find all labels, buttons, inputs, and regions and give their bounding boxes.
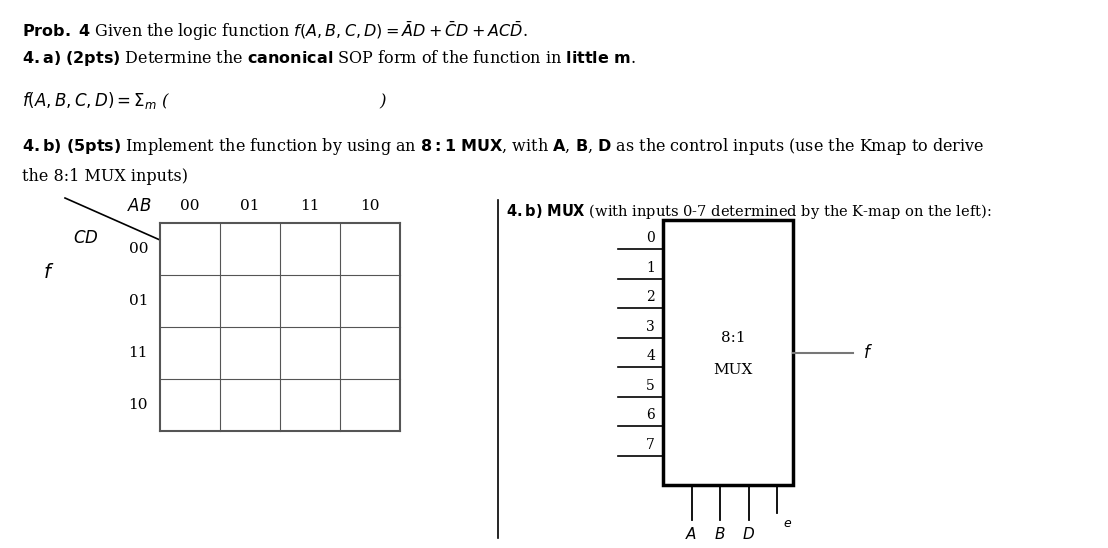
Text: 01: 01 xyxy=(129,294,148,308)
Text: 7: 7 xyxy=(646,437,655,452)
Text: $\mathit{CD}$: $\mathit{CD}$ xyxy=(73,230,99,247)
Text: $f$: $f$ xyxy=(43,263,54,282)
Text: 11: 11 xyxy=(129,346,148,360)
Text: 0: 0 xyxy=(646,231,655,246)
Text: 10: 10 xyxy=(360,199,380,213)
Text: $\mathit{AB}$: $\mathit{AB}$ xyxy=(127,198,152,215)
Text: 10: 10 xyxy=(129,398,148,412)
Text: $e$: $e$ xyxy=(783,517,792,530)
Text: 5: 5 xyxy=(646,379,655,393)
Text: 2: 2 xyxy=(646,290,655,304)
Text: 00: 00 xyxy=(129,242,148,256)
Text: 4: 4 xyxy=(646,349,655,363)
Text: 00: 00 xyxy=(181,199,199,213)
Text: $\mathbf{4.a)}$ $\mathbf{(2pts)}$ Determine the $\mathbf{canonical}$ SOP form of: $\mathbf{4.a)}$ $\mathbf{(2pts)}$ Determ… xyxy=(22,48,636,68)
Text: $\mathbf{Prob.\ 4}$ Given the logic function $f(A,B,C,D)=\bar{A}D+\bar{C}D+AC\ba: $\mathbf{Prob.\ 4}$ Given the logic func… xyxy=(22,20,527,43)
Text: MUX: MUX xyxy=(714,363,752,378)
Text: $\mathit{B}$: $\mathit{B}$ xyxy=(715,526,726,542)
Text: $\mathbf{4.b)\ MUX}$ (with inputs 0-7 determined by the K-map on the left):: $\mathbf{4.b)\ MUX}$ (with inputs 0-7 de… xyxy=(506,202,992,221)
Text: $\mathit{D}$: $\mathit{D}$ xyxy=(742,526,756,542)
Text: the 8:1 MUX inputs): the 8:1 MUX inputs) xyxy=(22,168,188,185)
Text: 3: 3 xyxy=(646,320,655,334)
Text: 6: 6 xyxy=(646,408,655,422)
Text: $f$: $f$ xyxy=(863,344,873,362)
Text: 8:1: 8:1 xyxy=(720,332,746,345)
Text: $\mathbf{4.b)}$ $\mathbf{(5pts)}$ Implement the function by using an $\mathbf{8:: $\mathbf{4.b)}$ $\mathbf{(5pts)}$ Implem… xyxy=(22,136,984,157)
Bar xyxy=(663,220,793,485)
Text: $f(A,B,C,D)=\Sigma_m$ (                                        ): $f(A,B,C,D)=\Sigma_m$ ( ) xyxy=(22,90,388,111)
Text: $\mathit{A}$: $\mathit{A}$ xyxy=(686,526,698,542)
Text: 1: 1 xyxy=(646,261,655,275)
Text: 11: 11 xyxy=(300,199,320,213)
Text: 01: 01 xyxy=(240,199,259,213)
